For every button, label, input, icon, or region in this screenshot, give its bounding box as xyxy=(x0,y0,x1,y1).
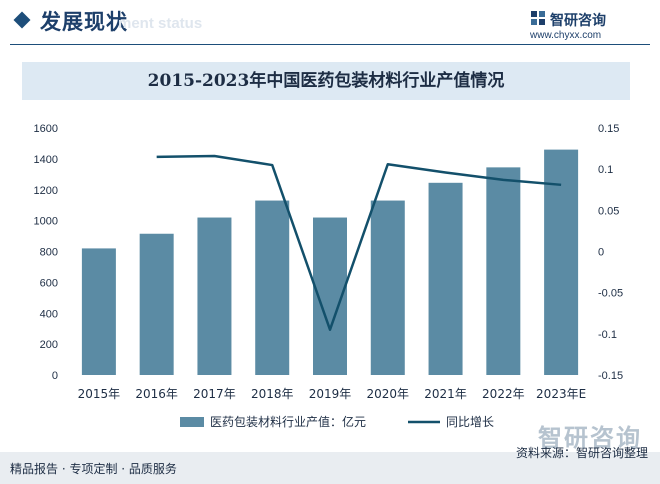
section-title: 发展现状 xyxy=(40,9,128,34)
growth-line xyxy=(156,154,562,331)
y-left-tick-label: 1200 xyxy=(34,185,58,197)
bar-2017年 xyxy=(197,217,232,375)
brand-mark-icon xyxy=(531,11,545,25)
bar-2023年E xyxy=(544,149,579,375)
chart-title-bar: 2015-2023年中国医药包装材料行业产值情况 xyxy=(22,62,630,100)
source-value: 智研咨询整理 xyxy=(575,446,648,460)
legend-bar-label: 医药包装材料行业产值：亿元 xyxy=(210,414,366,429)
legend-line-label: 同比增长 xyxy=(446,415,494,429)
source-label: 资料来源： xyxy=(515,446,576,460)
x-tick-label: 2016年 xyxy=(135,387,178,401)
x-tick-label: 2022年 xyxy=(482,387,525,401)
header: 发展现状 ment status xyxy=(0,0,660,46)
footer-slogan: 精品报告 · 专项定制 · 品质服务 xyxy=(10,462,177,476)
header-rule xyxy=(10,44,650,45)
x-tick-label: 2018年 xyxy=(251,387,294,401)
x-tick-label: 2023年E xyxy=(536,387,586,401)
y-right-tick-label: 0 xyxy=(598,247,604,259)
x-tick-label: 2020年 xyxy=(367,387,410,401)
bar-2021年 xyxy=(428,182,463,375)
footer-bar: 精品报告 · 专项定制 · 品质服务 xyxy=(0,452,660,484)
watermark-brand: 智研咨询 xyxy=(538,424,642,452)
legend-bar-swatch xyxy=(180,417,204,427)
y-right-tick-label: 0.15 xyxy=(598,123,619,135)
y-right-tick-label: -0.15 xyxy=(598,370,623,382)
x-tick-label: 2021年 xyxy=(424,387,467,401)
bar-2022年 xyxy=(486,167,521,375)
x-tick-label: 2017年 xyxy=(193,387,236,401)
brand-name: 智研咨询 xyxy=(550,13,606,29)
y-left-tick-label: 1000 xyxy=(34,216,58,228)
y-left-tick-label: 400 xyxy=(40,308,58,320)
y-left-tick-label: 1600 xyxy=(34,123,58,135)
y-left-tick-label: 0 xyxy=(52,370,58,382)
section-subtitle-ghost: ment status xyxy=(118,15,203,32)
bar-2018年 xyxy=(255,200,290,375)
data-source: 资料来源：智研咨询整理 xyxy=(516,444,648,461)
chart-canvas: 0 200 400 600 800 1000 1200 1400 1600 0.15 0.1 0.05… xyxy=(34,123,624,429)
x-tick-label: 2015年 xyxy=(78,387,121,401)
bar-2020年 xyxy=(370,200,405,375)
y-left-tick-label: 200 xyxy=(40,339,58,351)
x-tick-label: 2019年 xyxy=(309,387,352,401)
y-right-tick-label: 0.05 xyxy=(598,205,619,217)
y-left-tick-label: 1400 xyxy=(34,154,58,166)
y-right-tick-label: -0.05 xyxy=(598,288,623,300)
y-right-tick-label: -0.1 xyxy=(598,329,617,341)
y-left-tick-label: 800 xyxy=(40,247,58,259)
bar-2015年 xyxy=(81,248,116,375)
y-right-tick-label: 0.1 xyxy=(598,164,613,176)
chart-title: 2015-2023年中国医药包装材料行业产值情况 xyxy=(147,71,505,91)
y-left-tick-label: 600 xyxy=(40,277,58,289)
bar-2016年 xyxy=(139,233,174,375)
brand-logo: 智研咨询 www.chyxx.com xyxy=(530,8,640,46)
brand-url: www.chyxx.com xyxy=(530,30,602,41)
